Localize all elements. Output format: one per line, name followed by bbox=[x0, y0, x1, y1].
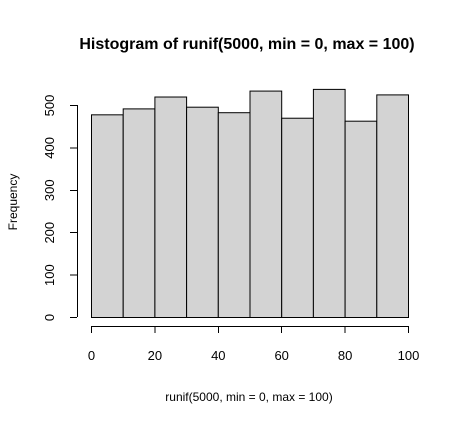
x-tick-label-40: 40 bbox=[211, 348, 225, 363]
x-tick-label-80: 80 bbox=[338, 348, 352, 363]
y-tick-label-200: 200 bbox=[42, 222, 57, 244]
x-tick-label-100: 100 bbox=[398, 348, 420, 363]
y-axis-label: Frequency bbox=[6, 174, 20, 231]
y-tick-label-400: 400 bbox=[42, 137, 57, 159]
histogram-bar-80-90 bbox=[344, 120, 378, 318]
histogram-bar-60-70 bbox=[281, 117, 314, 318]
histogram-bar-70-80 bbox=[312, 88, 346, 318]
y-axis: 0 100 200 300 400 500 bbox=[42, 95, 78, 321]
y-tick-label-100: 100 bbox=[42, 264, 57, 286]
histogram-bar-10-20 bbox=[122, 108, 156, 318]
histogram-bar-90-100 bbox=[376, 94, 409, 319]
y-tick-label-300: 300 bbox=[42, 179, 57, 201]
x-tick-label-60: 60 bbox=[274, 348, 288, 363]
x-axis-label: runif(5000, min = 0, max = 100) bbox=[165, 390, 332, 404]
histogram-bar-40-50 bbox=[217, 112, 251, 319]
x-tick-label-0: 0 bbox=[88, 348, 95, 363]
y-tick-label-500: 500 bbox=[42, 95, 57, 117]
histogram-bar-0-10 bbox=[91, 114, 124, 318]
bars-group bbox=[91, 88, 409, 319]
y-tick-label-0: 0 bbox=[42, 314, 57, 321]
histogram-bar-50-60 bbox=[249, 90, 283, 318]
x-tick-label-20: 20 bbox=[148, 348, 162, 363]
histogram-bar-30-40 bbox=[186, 106, 219, 318]
x-axis: 0 20 40 60 80 100 bbox=[88, 326, 419, 363]
chart-title: Histogram of runif(5000, min = 0, max = … bbox=[79, 36, 414, 53]
histogram-bar-20-30 bbox=[154, 96, 188, 318]
